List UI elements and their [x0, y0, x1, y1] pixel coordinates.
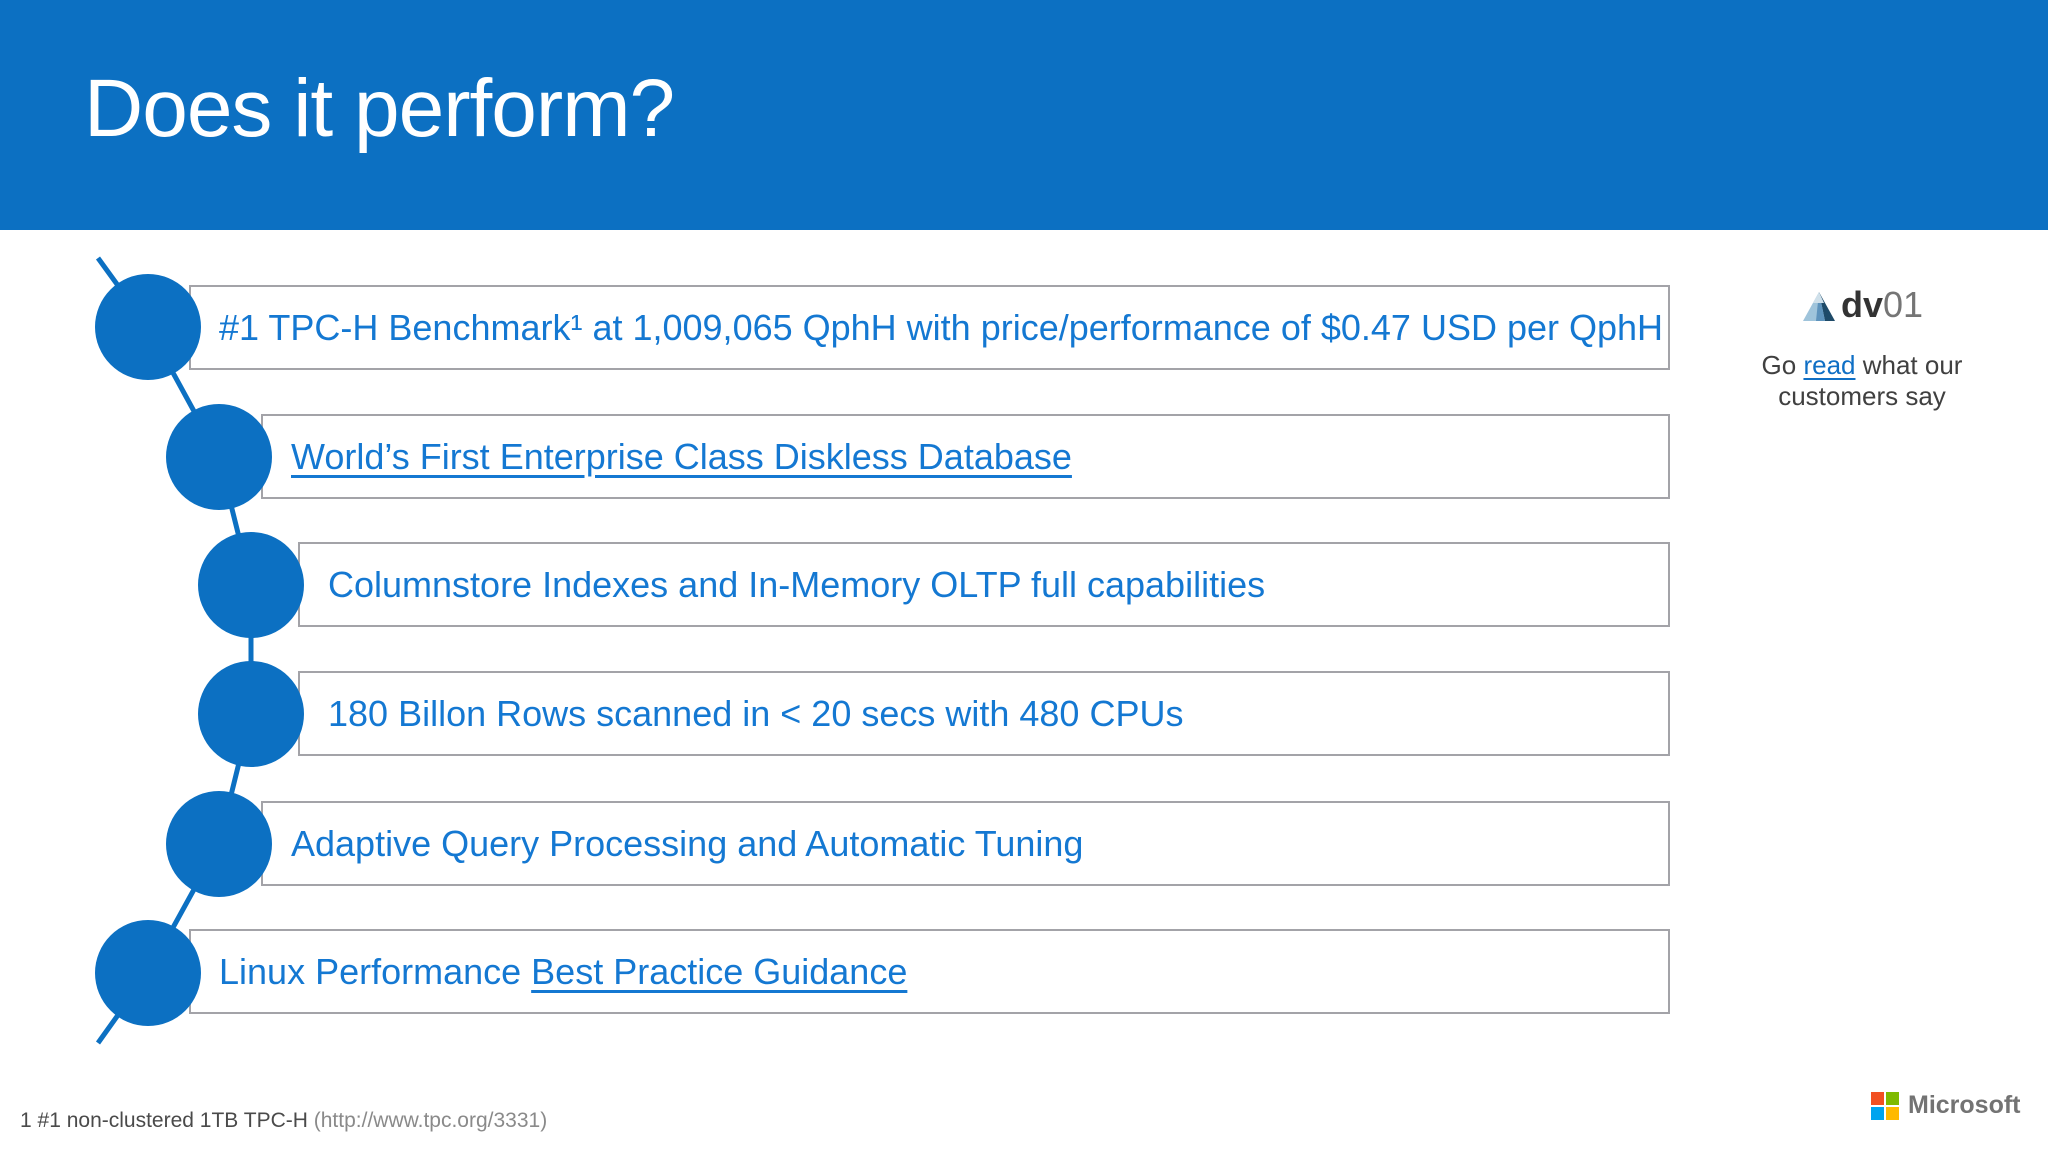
- dv01-mountain-icon: [1802, 292, 1835, 321]
- step-circle: [198, 532, 304, 638]
- row-linux-performance: Linux Performance Best Practice Guidance: [189, 929, 1670, 1014]
- row-diskless-database: World’s First Enterprise Class Diskless …: [261, 414, 1670, 499]
- step-circle: [95, 920, 201, 1026]
- row-tpch-benchmark: #1 TPC-H Benchmark¹ at 1,009,065 QphH wi…: [189, 285, 1670, 370]
- footnote: 1 #1 non-clustered 1TB TPC-H (http://www…: [20, 1109, 547, 1133]
- dv01-word-dv: dv: [1840, 284, 1883, 325]
- footnote-url: (http://www.tpc.org/3331): [313, 1109, 548, 1132]
- row-columnstore-oltp: Columnstore Indexes and In-Memory OLTP f…: [298, 542, 1670, 627]
- title-banner: Does it perform?: [0, 0, 2048, 230]
- row-text: 180 Billon Rows scanned in < 20 secs wit…: [300, 693, 1183, 735]
- caption-text: Go: [1761, 350, 1804, 380]
- customer-story-caption: Go read what our customers say: [1742, 350, 1982, 412]
- row-adaptive-query: Adaptive Query Processing and Automatic …: [261, 801, 1670, 886]
- page-title: Does it perform?: [84, 63, 675, 154]
- step-circle: [95, 274, 201, 380]
- row-label: Linux Performance: [219, 950, 532, 992]
- row-text: Linux Performance Best Practice Guidance: [191, 951, 907, 993]
- row-rows-scanned: 180 Billon Rows scanned in < 20 secs wit…: [298, 671, 1670, 756]
- step-circle: [166, 791, 272, 897]
- microsoft-logo: Microsoft: [1871, 1091, 2021, 1120]
- row-label: #1 TPC-H Benchmark¹ at 1,009,065 QphH wi…: [219, 306, 1664, 348]
- row-text: Columnstore Indexes and In-Memory OLTP f…: [300, 564, 1265, 606]
- microsoft-wordmark: Microsoft: [1908, 1091, 2021, 1119]
- caption-text: what our customers say: [1778, 350, 1963, 411]
- dv01-wordmark: dv01: [1841, 287, 1923, 323]
- zigzag-line: [95, 256, 254, 1045]
- customer-story-aside: dv01 Go read what our customers say: [1742, 278, 1982, 412]
- footnote-text: 1 #1 non-clustered 1TB TPC-H: [20, 1109, 314, 1132]
- row-label: 180 Billon Rows scanned in < 20 secs wit…: [328, 692, 1184, 734]
- step-circle: [166, 404, 272, 510]
- row-text: World’s First Enterprise Class Diskless …: [263, 436, 1072, 478]
- dv01-word-01: 01: [1882, 284, 1924, 325]
- microsoft-squares-icon: [1871, 1091, 1899, 1120]
- read-link[interactable]: read: [1803, 350, 1856, 380]
- diskless-database-link[interactable]: World’s First Enterprise Class Diskless …: [291, 435, 1072, 477]
- row-label: Columnstore Indexes and In-Memory OLTP f…: [328, 563, 1266, 605]
- best-practice-guidance-link[interactable]: Best Practice Guidance: [531, 950, 908, 992]
- step-circle: [198, 661, 304, 767]
- row-label: Adaptive Query Processing and Automatic …: [291, 822, 1084, 864]
- row-text: Adaptive Query Processing and Automatic …: [263, 823, 1083, 865]
- dv01-logo: dv01: [1742, 278, 1982, 323]
- row-text: #1 TPC-H Benchmark¹ at 1,009,065 QphH wi…: [191, 307, 1663, 349]
